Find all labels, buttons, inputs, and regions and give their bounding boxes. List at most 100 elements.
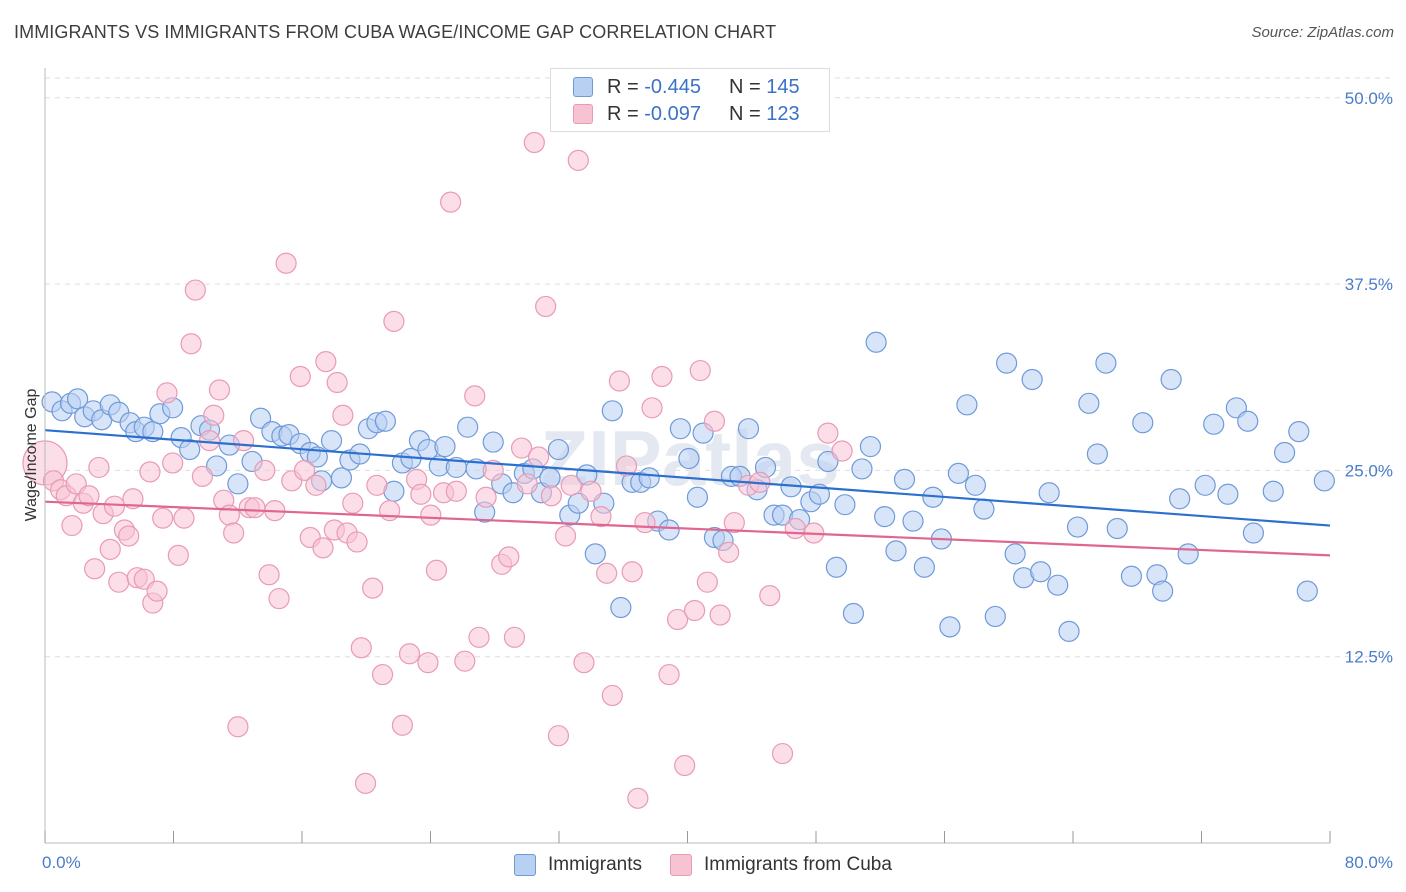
- data-point: [122, 488, 144, 510]
- data-point: [808, 483, 831, 505]
- data-point: [601, 400, 623, 422]
- y-tick-label: 25.0%: [1345, 461, 1393, 480]
- data-point: [417, 652, 439, 674]
- data-point: [771, 742, 794, 765]
- data-point: [258, 564, 280, 586]
- legend-n-label: N =: [728, 102, 761, 125]
- data-point: [1242, 522, 1265, 544]
- legend-n-value: 145: [766, 75, 800, 98]
- data-point: [580, 480, 602, 502]
- data-point: [1296, 580, 1318, 602]
- data-point: [227, 473, 249, 495]
- data-point: [1274, 441, 1296, 464]
- data-point: [468, 626, 490, 648]
- data-point: [831, 440, 853, 462]
- legend-n-label: N =: [728, 75, 761, 98]
- data-point: [510, 437, 533, 459]
- data-point: [1106, 517, 1128, 540]
- data-point: [326, 371, 348, 394]
- data-point: [984, 605, 1006, 628]
- data-point: [275, 252, 297, 274]
- data-point: [956, 394, 978, 416]
- x-tick-label: 0.0%: [42, 853, 81, 872]
- data-point: [902, 510, 924, 532]
- data-point: [440, 191, 462, 213]
- data-point: [678, 447, 700, 470]
- y-axis-label: Wage/Income Gap: [23, 389, 40, 522]
- data-point: [1030, 561, 1052, 583]
- data-point: [560, 474, 582, 496]
- data-point: [535, 295, 557, 318]
- data-point: [346, 531, 368, 553]
- data-point: [457, 416, 479, 438]
- data-point: [1160, 368, 1182, 391]
- data-point: [99, 538, 121, 560]
- data-point: [1078, 392, 1100, 414]
- data-point: [254, 459, 276, 482]
- trend-lines: [44, 429, 1331, 557]
- data-point: [567, 149, 589, 172]
- data-point: [156, 382, 178, 404]
- data-point: [658, 663, 680, 686]
- data-point: [627, 787, 649, 809]
- data-point: [88, 456, 110, 479]
- data-point: [306, 446, 328, 468]
- data-point: [1038, 482, 1060, 504]
- x-tick-label: 80.0%: [1345, 853, 1393, 872]
- data-point: [1047, 574, 1069, 596]
- y-tick-label: 37.5%: [1345, 275, 1393, 294]
- data-point: [523, 131, 545, 154]
- data-point: [142, 421, 164, 443]
- data-point: [686, 486, 709, 508]
- legend-swatch-pink: [670, 854, 692, 876]
- data-point: [674, 754, 696, 777]
- data-point: [425, 559, 448, 581]
- data-point: [759, 584, 781, 607]
- data-point: [289, 365, 311, 388]
- data-point: [1132, 412, 1154, 434]
- data-point: [312, 537, 334, 559]
- data-point: [232, 429, 255, 452]
- data-point: [610, 596, 632, 619]
- data-point: [1152, 580, 1174, 602]
- data-point: [371, 663, 394, 686]
- data-point: [658, 519, 680, 541]
- data-point: [547, 438, 570, 461]
- legend-item-immigrants-from-cuba: Immigrants from Cuba: [670, 854, 892, 876]
- data-point: [651, 365, 673, 388]
- data-point: [638, 467, 660, 489]
- data-point: [996, 352, 1018, 374]
- legend-item-immigrants: Immigrants: [514, 854, 642, 876]
- legend-label: Immigrants: [548, 854, 642, 875]
- data-point: [61, 514, 83, 537]
- data-point: [709, 604, 731, 626]
- data-point: [203, 404, 225, 426]
- data-point: [947, 462, 969, 484]
- data-point: [410, 483, 432, 505]
- data-point: [206, 455, 228, 477]
- data-point: [293, 459, 316, 482]
- data-point: [641, 397, 663, 419]
- data-point: [865, 331, 887, 353]
- data-point: [634, 511, 656, 534]
- series-legend: Immigrants Immigrants from Cuba: [0, 851, 1406, 879]
- data-point: [737, 418, 760, 440]
- data-point: [78, 485, 100, 507]
- data-point: [1177, 543, 1199, 565]
- data-point: [420, 504, 442, 526]
- data-point: [784, 517, 806, 540]
- legend-swatch-blue: [514, 854, 537, 876]
- data-point: [208, 379, 231, 401]
- data-point: [554, 525, 577, 547]
- data-point: [445, 480, 467, 502]
- data-point: [191, 465, 214, 487]
- data-point: [305, 474, 327, 496]
- data-point: [366, 474, 388, 496]
- data-point: [601, 684, 623, 707]
- data-point: [689, 359, 711, 382]
- axes: 12.5% 25.0% 37.5% 50.0% 0.0% 80.0%: [42, 68, 1393, 872]
- y-tick-label: 12.5%: [1345, 648, 1393, 667]
- source-label: Source: ZipAtlas.com: [1251, 24, 1394, 41]
- data-point: [503, 626, 526, 648]
- data-point: [108, 571, 130, 593]
